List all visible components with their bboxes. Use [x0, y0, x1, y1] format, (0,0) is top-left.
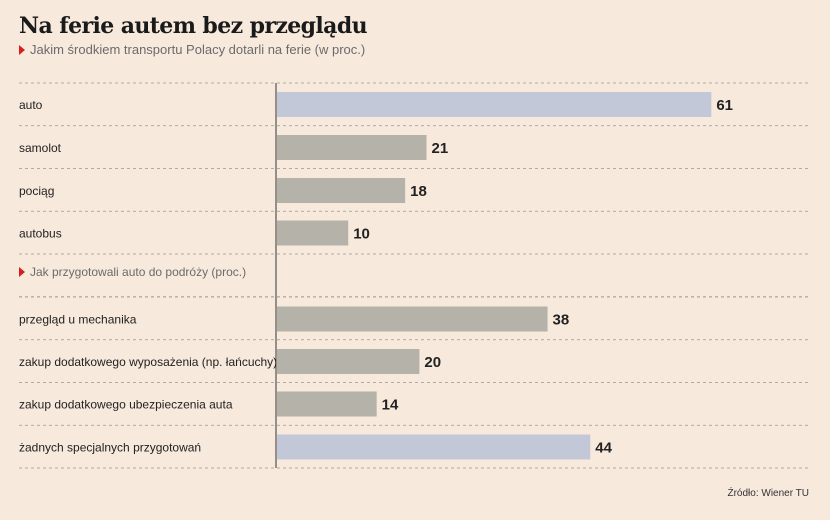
preparation-category-label-0: przegląd u mechanika — [19, 313, 137, 327]
preparation-bar-3 — [277, 434, 591, 460]
transport-category-label-1: samolot — [19, 141, 62, 155]
red-triangle-icon — [19, 44, 25, 55]
transport-bar-3 — [277, 220, 349, 246]
preparation-category-label-3: żadnych specjalnych przygotowań — [19, 441, 201, 455]
transport-data-label-1: 21 — [432, 140, 449, 157]
preparation-bar-0 — [277, 306, 548, 332]
section2-red-triangle-icon — [19, 267, 25, 277]
section2-title: Jak przygotowali auto do podróży (proc.) — [30, 265, 246, 279]
transport-bar-1 — [277, 135, 427, 160]
preparation-data-label-0: 38 — [553, 312, 570, 329]
subtitle-text: Jakim środkiem transportu Polacy dotarli… — [30, 42, 366, 57]
transport-bar-2 — [277, 178, 406, 203]
transport-data-label-0: 61 — [716, 97, 733, 114]
transport-category-label-3: autobus — [19, 227, 62, 241]
preparation-data-label-1: 20 — [424, 354, 441, 371]
source-note: Źródło: Wiener TU — [727, 488, 809, 499]
chart-subtitle: Jakim środkiem transportu Polacy dotarli… — [19, 42, 365, 57]
chart-title: Na ferie autem bez przeglądu — [19, 13, 368, 39]
preparation-category-label-1: zakup dodatkowego wyposażenia (np. łańcu… — [19, 355, 277, 369]
preparation-data-label-3: 44 — [595, 440, 612, 457]
preparation-bar-1 — [277, 349, 420, 374]
transport-data-label-2: 18 — [410, 183, 427, 200]
preparation-data-label-2: 14 — [382, 397, 399, 414]
transport-data-label-3: 10 — [353, 226, 370, 243]
preparation-bar-2 — [277, 391, 377, 417]
transport-category-label-0: auto — [19, 98, 43, 112]
transport-category-label-2: pociąg — [19, 184, 54, 198]
preparation-category-label-2: zakup dodatkowego ubezpieczenia auta — [19, 398, 233, 412]
transport-bar-0 — [277, 92, 712, 117]
